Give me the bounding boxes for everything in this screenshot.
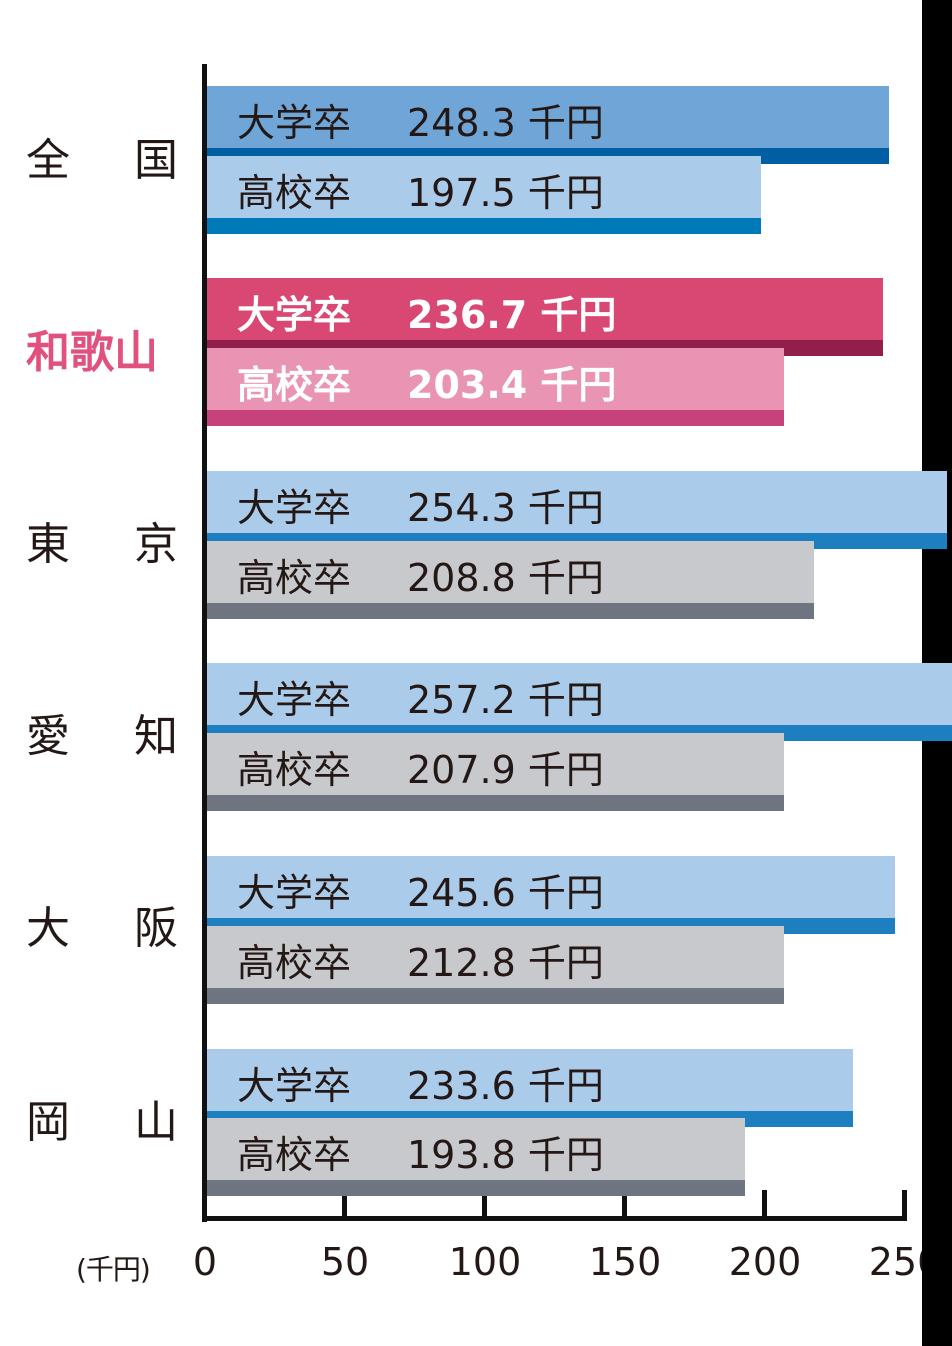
x-axis-line	[202, 1216, 907, 1221]
bar-category: 高校卒	[237, 1133, 352, 1177]
bar-category: 高校卒	[237, 748, 352, 792]
bar-value: 233.6 千円	[407, 1064, 604, 1108]
x-tick-label-200: 200	[728, 1240, 802, 1284]
bar-aichi-highschool: 高校卒 207.9 千円	[207, 733, 784, 811]
x-tick-200	[762, 1190, 767, 1220]
y-axis-line	[202, 64, 207, 1222]
x-tick-100	[482, 1190, 487, 1220]
x-tick-label-150: 150	[588, 1240, 662, 1284]
region-char: 山	[134, 1097, 178, 1148]
bar-stripe	[207, 218, 761, 234]
bar-category: 大学卒	[237, 293, 352, 337]
bar-wakayama-highschool: 高校卒 203.4 千円	[207, 348, 784, 426]
bar-category: 大学卒	[237, 101, 352, 145]
bar-category: 大学卒	[237, 871, 352, 915]
region-char: 知	[134, 711, 178, 762]
bar-label: 大学卒 257.2 千円	[237, 669, 604, 724]
bar-category: 大学卒	[237, 678, 352, 722]
region-label-osaka: 大 阪	[26, 894, 178, 954]
bar-tokyo-highschool: 高校卒 208.8 千円	[207, 541, 814, 619]
region-label-aichi: 愛 知	[26, 702, 178, 762]
x-tick-150	[622, 1190, 627, 1220]
bar-label: 高校卒 207.9 千円	[237, 739, 604, 794]
bar-okayama-university: 大学卒 233.6 千円	[207, 1049, 853, 1127]
bar-label: 高校卒 193.8 千円	[237, 1124, 604, 1179]
bar-value: 236.7 千円	[407, 293, 617, 337]
bar-fill	[207, 926, 784, 988]
bar-national-highschool: 高校卒 197.5 千円	[207, 156, 761, 234]
bar-category: 高校卒	[237, 363, 352, 407]
bar-label: 大学卒 236.7 千円	[237, 284, 616, 339]
bar-value: 212.8 千円	[407, 941, 604, 985]
bar-category: 高校卒	[237, 941, 352, 985]
bar-category: 高校卒	[237, 556, 352, 600]
bar-fill	[207, 471, 947, 533]
bar-label: 高校卒 203.4 千円	[237, 354, 616, 409]
region-text: 和歌山	[26, 327, 158, 378]
bar-label: 高校卒 212.8 千円	[237, 932, 604, 987]
bar-fill	[207, 86, 889, 148]
region-label-national: 全 国	[26, 126, 178, 186]
region-char: 愛	[26, 711, 70, 762]
bar-aichi-university: 大学卒 257.2 千円	[207, 663, 952, 741]
region-char: 岡	[26, 1097, 70, 1148]
bar-fill	[207, 856, 895, 918]
bar-stripe	[207, 988, 784, 1004]
x-tick-50	[342, 1190, 347, 1220]
bar-fill	[207, 278, 883, 340]
bar-label: 大学卒 254.3 千円	[237, 477, 604, 532]
bar-label: 高校卒 208.8 千円	[237, 547, 604, 602]
bar-value: 208.8 千円	[407, 556, 604, 600]
bar-wakayama-university: 大学卒 236.7 千円	[207, 278, 883, 356]
bar-category: 高校卒	[237, 171, 352, 215]
bar-label: 大学卒 233.6 千円	[237, 1055, 604, 1110]
bar-value: 193.8 千円	[407, 1133, 604, 1177]
bar-fill	[207, 663, 952, 725]
bar-value: 257.2 千円	[407, 678, 604, 722]
region-char: 京	[134, 519, 178, 570]
bar-fill	[207, 733, 784, 795]
bar-value: 254.3 千円	[407, 486, 604, 530]
region-char: 国	[134, 135, 178, 186]
bar-value: 245.6 千円	[407, 871, 604, 915]
bar-label: 大学卒 248.3 千円	[237, 92, 604, 147]
bar-value: 197.5 千円	[407, 171, 604, 215]
region-char: 阪	[134, 903, 178, 954]
bar-fill	[207, 1049, 853, 1111]
region-label-okayama: 岡 山	[26, 1088, 178, 1148]
bar-stripe	[207, 1180, 745, 1196]
bar-tokyo-university: 大学卒 254.3 千円	[207, 471, 947, 549]
region-label-tokyo: 東 京	[26, 510, 178, 570]
bar-stripe	[207, 410, 784, 426]
region-char: 東	[26, 519, 70, 570]
region-label-wakayama: 和歌山	[26, 318, 178, 378]
bar-label: 大学卒 245.6 千円	[237, 862, 604, 917]
bar-fill	[207, 348, 784, 410]
bar-stripe	[207, 603, 814, 619]
x-tick-label-100: 100	[448, 1240, 522, 1284]
bar-osaka-university: 大学卒 245.6 千円	[207, 856, 895, 934]
bar-fill	[207, 1118, 745, 1180]
bar-category: 大学卒	[237, 486, 352, 530]
bar-value: 203.4 千円	[407, 363, 617, 407]
region-char: 全	[26, 135, 70, 186]
x-tick-label-0: 0	[192, 1240, 218, 1284]
bar-stripe	[207, 795, 784, 811]
bar-category: 大学卒	[237, 1064, 352, 1108]
bar-osaka-highschool: 高校卒 212.8 千円	[207, 926, 784, 1004]
region-char: 大	[26, 903, 70, 954]
bar-value: 248.3 千円	[407, 101, 604, 145]
x-tick-label-50: 50	[320, 1240, 370, 1284]
bar-fill	[207, 156, 761, 218]
bar-value: 207.9 千円	[407, 748, 604, 792]
bar-label: 高校卒 197.5 千円	[237, 162, 604, 217]
x-tick-250	[902, 1190, 907, 1220]
bar-fill	[207, 541, 814, 603]
bar-okayama-highschool: 高校卒 193.8 千円	[207, 1118, 745, 1196]
x-axis-unit-label: (千円)	[76, 1253, 151, 1286]
bar-national-university: 大学卒 248.3 千円	[207, 86, 889, 164]
